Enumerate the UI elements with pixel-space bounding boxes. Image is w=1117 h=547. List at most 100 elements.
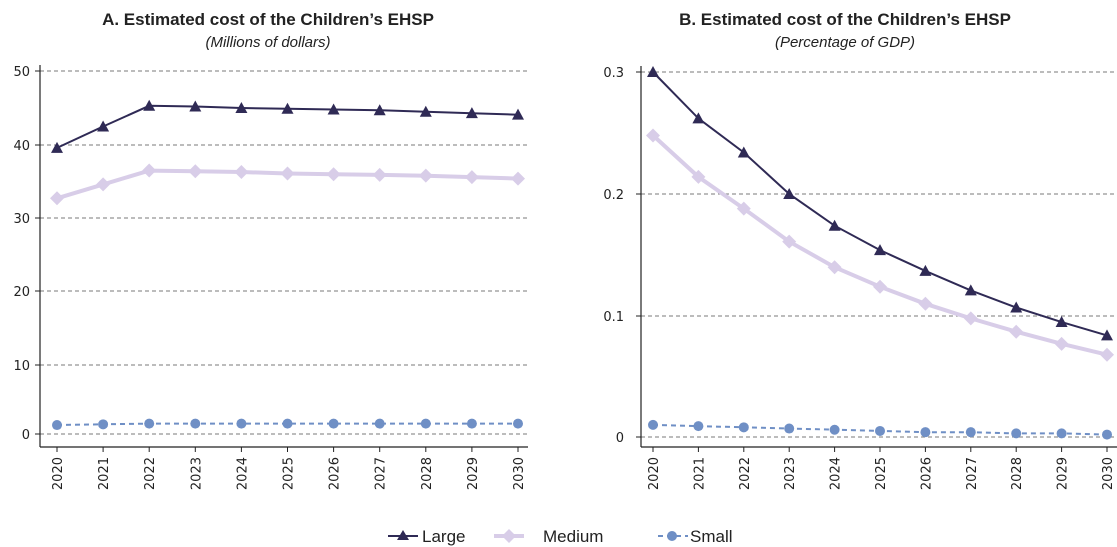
- x-tick-label: 2020: [51, 457, 66, 490]
- x-tick-label: 2030: [512, 457, 527, 490]
- panel-a-subtitle: (Millions of dollars): [205, 34, 330, 51]
- data-point-small: [513, 418, 523, 429]
- x-tick-label: 2029: [466, 457, 481, 490]
- data-point-large: [964, 284, 977, 296]
- data-point-large: [647, 66, 659, 77]
- y-tick-label: 40: [13, 139, 30, 154]
- data-point-medium: [234, 165, 249, 180]
- data-point-medium: [691, 169, 706, 184]
- data-point-large: [419, 105, 432, 117]
- legend: Large Medium Small: [388, 527, 733, 546]
- x-tick-label: 2027: [374, 457, 389, 490]
- data-point-medium: [96, 177, 111, 192]
- data-point-large: [1010, 301, 1023, 313]
- data-point-small: [190, 418, 201, 429]
- legend-small-marker: [667, 531, 677, 541]
- legend-small-label: Small: [690, 527, 733, 546]
- series-line-small: [56, 422, 518, 426]
- data-point-medium: [142, 163, 157, 178]
- data-point-large: [281, 102, 294, 114]
- data-point-medium: [963, 311, 978, 326]
- data-point-medium: [1054, 336, 1069, 351]
- data-point-small: [1102, 429, 1112, 440]
- legend-item-small: Small: [658, 527, 733, 546]
- x-tick-label: 2022: [143, 457, 158, 490]
- data-point-large: [919, 264, 932, 276]
- data-point-medium: [511, 171, 525, 186]
- data-point-medium: [1100, 347, 1114, 362]
- y-tick-label: 0.1: [603, 310, 624, 325]
- panel-a: A. Estimated cost of the Children’s EHSP…: [13, 10, 528, 490]
- data-point-medium: [827, 260, 842, 275]
- data-point-medium: [1009, 324, 1024, 339]
- data-point-small: [784, 423, 795, 434]
- x-tick-label: 2027: [965, 457, 980, 490]
- data-point-small: [829, 424, 840, 435]
- data-point-medium: [418, 168, 433, 183]
- data-point-large: [1101, 329, 1113, 341]
- y-tick-label: 0: [616, 431, 624, 446]
- x-tick-label: 2022: [738, 457, 753, 490]
- data-point-medium: [372, 167, 387, 182]
- data-point-large: [1055, 316, 1068, 328]
- data-point-small: [374, 418, 385, 429]
- data-point-medium: [50, 191, 64, 206]
- y-tick-label: 30: [13, 212, 30, 227]
- data-point-small: [965, 427, 976, 438]
- data-point-large: [373, 104, 386, 116]
- y-tick-label: 0.2: [603, 188, 624, 203]
- panel-b-subtitle: (Percentage of GDP): [775, 34, 915, 51]
- data-point-large: [737, 146, 750, 158]
- data-point-small: [875, 425, 885, 436]
- x-tick-label: 2030: [1101, 457, 1116, 490]
- legend-medium-label: Medium: [543, 527, 603, 546]
- data-point-small: [282, 418, 293, 429]
- legend-large-marker: [397, 530, 409, 540]
- x-tick-label: 2028: [420, 457, 435, 490]
- data-point-large: [97, 120, 110, 132]
- data-point-medium: [736, 201, 751, 216]
- data-point-medium: [326, 167, 341, 182]
- data-point-small: [466, 418, 477, 429]
- data-point-large: [692, 112, 705, 124]
- legend-large-label: Large: [422, 527, 465, 546]
- y-tick-label: 0: [22, 428, 30, 443]
- legend-item-medium: Medium: [494, 527, 603, 546]
- data-point-medium: [782, 234, 797, 249]
- panel-b-title: B. Estimated cost of the Children’s EHSP: [679, 10, 1011, 29]
- x-tick-label: 2023: [189, 457, 204, 490]
- panel-b: B. Estimated cost of the Children’s EHSP…: [603, 10, 1117, 490]
- data-point-large: [143, 99, 156, 111]
- data-point-small: [1056, 428, 1067, 439]
- x-tick-label: 2024: [829, 457, 844, 490]
- data-point-small: [648, 419, 658, 430]
- data-point-large: [874, 244, 886, 256]
- x-tick-label: 2025: [874, 457, 889, 490]
- data-point-small: [920, 427, 931, 438]
- y-tick-label: 10: [13, 359, 30, 374]
- y-tick-label: 20: [13, 285, 30, 300]
- data-point-medium: [464, 170, 479, 185]
- x-tick-label: 2021: [97, 457, 112, 490]
- data-point-small: [236, 418, 247, 429]
- data-point-small: [144, 418, 155, 429]
- y-tick-label: 50: [13, 65, 30, 80]
- data-point-large: [465, 107, 478, 119]
- data-point-large: [828, 219, 841, 231]
- x-tick-label: 2023: [783, 457, 798, 490]
- data-point-large: [327, 103, 340, 115]
- data-point-large: [51, 141, 63, 153]
- data-point-large: [235, 102, 248, 113]
- x-tick-label: 2026: [919, 457, 934, 490]
- data-point-medium: [280, 166, 295, 181]
- x-tick-label: 2020: [647, 457, 662, 490]
- legend-item-large: Large: [388, 527, 465, 546]
- data-point-medium: [188, 164, 203, 179]
- data-point-small: [1011, 428, 1022, 439]
- x-tick-label: 2024: [235, 457, 250, 490]
- x-tick-label: 2025: [282, 457, 297, 490]
- data-point-large: [512, 108, 524, 120]
- data-point-small: [693, 421, 704, 432]
- x-tick-label: 2021: [692, 457, 707, 490]
